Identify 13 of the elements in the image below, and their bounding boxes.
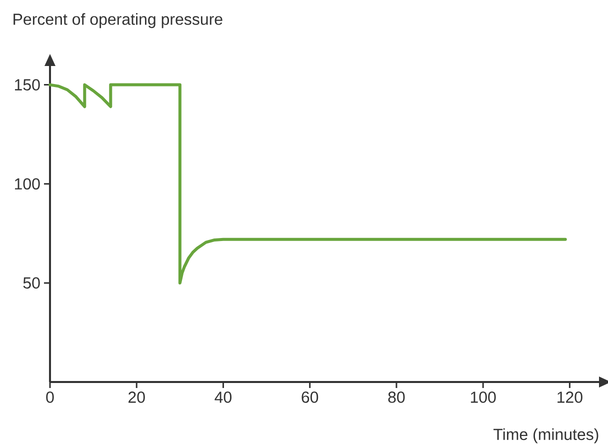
x-tick-label: 0	[46, 392, 54, 403]
x-tick-label: 40	[214, 392, 232, 403]
y-tick-label: 50	[23, 277, 40, 289]
x-tick-label: 120	[558, 392, 582, 403]
x-tick-label: 60	[302, 392, 318, 403]
x-tick-label: 100	[470, 392, 496, 403]
y-tick-label: 100	[14, 178, 40, 190]
x-axis-title: Time (minutes)	[493, 428, 598, 444]
y-tick-label: 150	[14, 79, 40, 90]
x-tick-label: 80	[388, 392, 405, 403]
x-tick-label: 20	[128, 392, 145, 403]
y-axis-title: Percent of operating pressure	[14, 13, 222, 28]
line-series	[48, 83, 567, 284]
